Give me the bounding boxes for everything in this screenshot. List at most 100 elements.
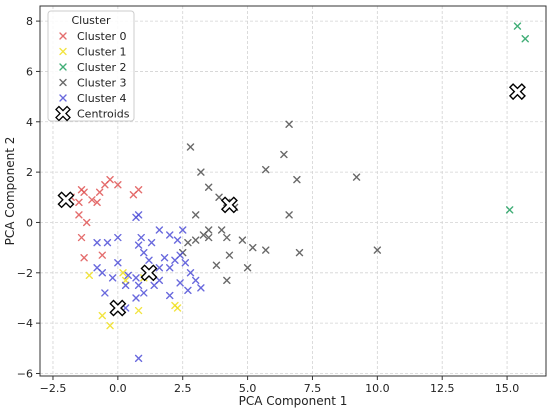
point-cluster-4 bbox=[145, 256, 153, 264]
x-tick-label: −2.5 bbox=[40, 382, 67, 395]
legend-marker bbox=[59, 78, 67, 87]
point-cluster-4 bbox=[186, 269, 195, 277]
x-tick-label: 7.5 bbox=[304, 382, 322, 395]
point-cluster-4 bbox=[140, 248, 148, 257]
point-cluster-0 bbox=[77, 233, 86, 242]
x-tick-label: 5.0 bbox=[239, 382, 257, 395]
point-cluster-3 bbox=[262, 246, 270, 254]
point-cluster-4 bbox=[155, 276, 164, 285]
point-cluster-4 bbox=[98, 269, 106, 277]
point-cluster-4 bbox=[176, 251, 184, 259]
point-cluster-0 bbox=[134, 186, 143, 194]
point-cluster-2 bbox=[521, 35, 529, 43]
legend-label: Cluster 2 bbox=[77, 61, 127, 74]
point-cluster-0 bbox=[114, 181, 122, 189]
point-cluster-3 bbox=[249, 243, 257, 252]
point-cluster-4 bbox=[191, 276, 200, 285]
point-cluster-1 bbox=[119, 269, 127, 277]
point-cluster-4 bbox=[137, 233, 145, 242]
point-cluster-3 bbox=[238, 236, 247, 244]
legend-marker bbox=[59, 32, 67, 40]
y-tick-label: −4 bbox=[17, 317, 33, 330]
y-axis-label: PCA Component 2 bbox=[3, 137, 17, 246]
point-cluster-3 bbox=[197, 168, 205, 176]
point-cluster-0 bbox=[95, 188, 104, 196]
point-cluster-2 bbox=[513, 22, 522, 30]
point-cluster-3 bbox=[191, 211, 200, 219]
point-cluster-0 bbox=[93, 198, 101, 207]
point-cluster-4 bbox=[93, 238, 101, 247]
point-cluster-4 bbox=[114, 259, 122, 267]
legend-title: Cluster bbox=[71, 14, 111, 27]
point-cluster-3 bbox=[184, 238, 192, 247]
point-cluster-4 bbox=[166, 291, 174, 300]
point-cluster-3 bbox=[204, 233, 213, 242]
point-cluster-3 bbox=[243, 264, 252, 272]
point-cluster-0 bbox=[106, 175, 114, 184]
legend-label: Cluster 4 bbox=[77, 92, 127, 105]
x-tick-label: 12.5 bbox=[430, 382, 455, 395]
centroid-marker bbox=[220, 196, 238, 214]
y-tick-label: −2 bbox=[17, 267, 33, 280]
data-points bbox=[57, 22, 529, 363]
point-cluster-3 bbox=[285, 120, 293, 128]
point-cluster-0 bbox=[75, 198, 83, 207]
point-cluster-3 bbox=[223, 276, 231, 285]
point-cluster-4 bbox=[134, 241, 143, 249]
centroid-marker bbox=[140, 264, 158, 282]
point-cluster-4 bbox=[132, 274, 140, 282]
point-cluster-3 bbox=[262, 165, 270, 174]
point-cluster-4 bbox=[184, 286, 192, 295]
y-tick-label: 4 bbox=[26, 116, 33, 129]
point-cluster-1 bbox=[134, 306, 143, 315]
legend-box bbox=[47, 10, 135, 122]
x-tick-label: 2.5 bbox=[174, 382, 192, 395]
centroid-marker bbox=[508, 83, 526, 101]
plot-frame bbox=[39, 5, 547, 377]
point-cluster-4 bbox=[124, 271, 132, 280]
grid bbox=[40, 6, 546, 376]
point-cluster-3 bbox=[293, 175, 301, 184]
y-tick-label: 2 bbox=[26, 166, 33, 179]
point-cluster-3 bbox=[215, 193, 223, 201]
legend-marker bbox=[59, 47, 67, 56]
point-cluster-3 bbox=[191, 236, 200, 244]
point-cluster-4 bbox=[155, 226, 164, 234]
point-cluster-3 bbox=[373, 246, 382, 254]
centroid-marker bbox=[57, 191, 75, 209]
point-cluster-3 bbox=[204, 226, 213, 234]
point-cluster-4 bbox=[166, 264, 174, 272]
y-tick-label: 8 bbox=[26, 15, 33, 28]
legend-label: Cluster 0 bbox=[77, 30, 127, 43]
point-cluster-3 bbox=[217, 226, 226, 234]
point-cluster-3 bbox=[295, 248, 304, 257]
point-cluster-1 bbox=[98, 311, 106, 320]
point-cluster-3 bbox=[285, 211, 293, 219]
point-cluster-3 bbox=[204, 183, 213, 191]
point-cluster-1 bbox=[85, 271, 94, 280]
x-tick-label: 10.0 bbox=[365, 382, 390, 395]
x-axis-label: PCA Component 1 bbox=[239, 394, 348, 408]
point-cluster-4 bbox=[166, 231, 174, 239]
point-cluster-4 bbox=[134, 211, 143, 219]
point-cluster-3 bbox=[212, 261, 221, 269]
legend-label: Cluster 3 bbox=[77, 77, 127, 90]
legend-label: Centroids bbox=[77, 108, 130, 121]
point-cluster-4 bbox=[197, 284, 205, 292]
point-cluster-1 bbox=[121, 276, 130, 285]
point-cluster-2 bbox=[505, 206, 514, 214]
x-tick-label: 15.0 bbox=[495, 382, 520, 395]
point-cluster-0 bbox=[80, 188, 88, 196]
point-cluster-4 bbox=[140, 289, 148, 297]
legend-label: Cluster 1 bbox=[77, 46, 127, 59]
point-cluster-4 bbox=[179, 226, 187, 234]
point-cluster-4 bbox=[160, 254, 169, 262]
point-cluster-4 bbox=[181, 259, 190, 267]
point-cluster-3 bbox=[280, 150, 288, 159]
point-cluster-3 bbox=[186, 143, 195, 151]
point-cluster-0 bbox=[80, 254, 88, 262]
legend-marker bbox=[55, 105, 71, 122]
point-cluster-4 bbox=[101, 289, 109, 297]
legend-marker bbox=[59, 94, 67, 102]
point-cluster-1 bbox=[106, 321, 114, 330]
